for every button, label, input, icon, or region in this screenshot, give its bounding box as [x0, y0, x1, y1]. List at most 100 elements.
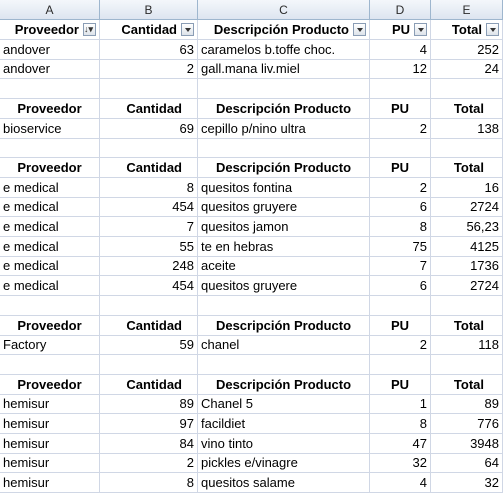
- header-cell-cantidad[interactable]: Cantidad: [100, 315, 198, 336]
- empty-cell[interactable]: [100, 79, 198, 100]
- cell-total[interactable]: 16: [431, 177, 503, 198]
- cell-pu[interactable]: 75: [370, 236, 431, 257]
- cell-descripcion[interactable]: vino tinto: [198, 433, 370, 454]
- cell-descripcion[interactable]: cepillo p/nino ultra: [198, 118, 370, 139]
- empty-cell[interactable]: [198, 79, 370, 100]
- cell-cantidad[interactable]: 63: [100, 39, 198, 60]
- column-header-e[interactable]: E: [431, 0, 503, 20]
- filter-dropdown-icon[interactable]: [353, 23, 366, 36]
- empty-cell[interactable]: [370, 295, 431, 316]
- filter-dropdown-icon[interactable]: [414, 23, 427, 36]
- cell-pu[interactable]: 4: [370, 473, 431, 494]
- header-cell-total[interactable]: Total: [431, 98, 503, 119]
- cell-cantidad[interactable]: 8: [100, 473, 198, 494]
- header-cell-descripcion[interactable]: Descripción Producto: [198, 374, 370, 395]
- column-header-a[interactable]: A: [0, 0, 100, 20]
- cell-proveedor[interactable]: andover: [0, 59, 100, 80]
- header-cell-proveedor[interactable]: Proveedor: [0, 157, 100, 178]
- header-cell-total[interactable]: Total: [431, 157, 503, 178]
- cell-cantidad[interactable]: 2: [100, 59, 198, 80]
- cell-pu[interactable]: 2: [370, 335, 431, 356]
- cell-cantidad[interactable]: 7: [100, 217, 198, 237]
- cell-proveedor[interactable]: andover: [0, 39, 100, 60]
- cell-descripcion[interactable]: te en hebras: [198, 236, 370, 257]
- cell-proveedor[interactable]: e medical: [0, 236, 100, 257]
- cell-pu[interactable]: 2: [370, 118, 431, 139]
- header-cell-descripcion[interactable]: Descripción Producto: [198, 315, 370, 336]
- cell-cantidad[interactable]: 248: [100, 256, 198, 277]
- cell-proveedor[interactable]: hemisur: [0, 473, 100, 494]
- empty-cell[interactable]: [100, 295, 198, 316]
- cell-descripcion[interactable]: quesitos salame: [198, 473, 370, 494]
- cell-descripcion[interactable]: quesitos gruyere: [198, 276, 370, 297]
- header-cell-cantidad[interactable]: Cantidad: [100, 157, 198, 178]
- header-cell-total[interactable]: Total: [431, 20, 503, 40]
- cell-total[interactable]: 4125: [431, 236, 503, 257]
- filter-dropdown-icon[interactable]: [181, 23, 194, 36]
- cell-pu[interactable]: 12: [370, 59, 431, 80]
- cell-total[interactable]: 2724: [431, 197, 503, 218]
- cell-cantidad[interactable]: 89: [100, 394, 198, 415]
- cell-descripcion[interactable]: facildiet: [198, 414, 370, 434]
- empty-cell[interactable]: [431, 295, 503, 316]
- cell-cantidad[interactable]: 454: [100, 276, 198, 297]
- cell-proveedor[interactable]: e medical: [0, 197, 100, 218]
- cell-proveedor[interactable]: e medical: [0, 276, 100, 297]
- header-cell-pu[interactable]: PU: [370, 315, 431, 336]
- empty-cell[interactable]: [370, 79, 431, 100]
- cell-total[interactable]: 64: [431, 453, 503, 474]
- header-cell-cantidad[interactable]: Cantidad: [100, 20, 198, 40]
- empty-cell[interactable]: [370, 354, 431, 375]
- cell-descripcion[interactable]: aceite: [198, 256, 370, 277]
- empty-cell[interactable]: [370, 138, 431, 159]
- cell-cantidad[interactable]: 2: [100, 453, 198, 474]
- cell-descripcion[interactable]: caramelos b.toffe choc.: [198, 39, 370, 60]
- cell-pu[interactable]: 47: [370, 433, 431, 454]
- cell-total[interactable]: 24: [431, 59, 503, 80]
- cell-cantidad[interactable]: 59: [100, 335, 198, 356]
- cell-cantidad[interactable]: 84: [100, 433, 198, 454]
- filter-dropdown-icon[interactable]: [486, 23, 499, 36]
- empty-cell[interactable]: [198, 354, 370, 375]
- cell-proveedor[interactable]: e medical: [0, 177, 100, 198]
- cell-pu[interactable]: 7: [370, 256, 431, 277]
- cell-pu[interactable]: 6: [370, 197, 431, 218]
- cell-descripcion[interactable]: Chanel 5: [198, 394, 370, 415]
- header-cell-descripcion[interactable]: Descripción Producto: [198, 20, 370, 40]
- header-cell-pu[interactable]: PU: [370, 157, 431, 178]
- cell-cantidad[interactable]: 454: [100, 197, 198, 218]
- cell-pu[interactable]: 2: [370, 177, 431, 198]
- cell-proveedor[interactable]: bioservice: [0, 118, 100, 139]
- cell-proveedor[interactable]: hemisur: [0, 433, 100, 454]
- cell-pu[interactable]: 8: [370, 217, 431, 237]
- header-cell-cantidad[interactable]: Cantidad: [100, 98, 198, 119]
- cell-total[interactable]: 2724: [431, 276, 503, 297]
- column-header-c[interactable]: C: [198, 0, 370, 20]
- empty-cell[interactable]: [100, 138, 198, 159]
- cell-proveedor[interactable]: hemisur: [0, 453, 100, 474]
- header-cell-pu[interactable]: PU: [370, 98, 431, 119]
- cell-total[interactable]: 1736: [431, 256, 503, 277]
- cell-descripcion[interactable]: quesitos fontina: [198, 177, 370, 198]
- empty-cell[interactable]: [198, 138, 370, 159]
- cell-proveedor[interactable]: hemisur: [0, 394, 100, 415]
- header-cell-proveedor[interactable]: Proveedor: [0, 20, 100, 40]
- empty-cell[interactable]: [0, 354, 100, 375]
- header-cell-descripcion[interactable]: Descripción Producto: [198, 157, 370, 178]
- cell-cantidad[interactable]: 55: [100, 236, 198, 257]
- cell-pu[interactable]: 8: [370, 414, 431, 434]
- cell-total[interactable]: 32: [431, 473, 503, 494]
- cell-descripcion[interactable]: gall.mana liv.miel: [198, 59, 370, 80]
- header-cell-total[interactable]: Total: [431, 315, 503, 336]
- cell-descripcion[interactable]: pickles e/vinagre: [198, 453, 370, 474]
- header-cell-proveedor[interactable]: Proveedor: [0, 98, 100, 119]
- cell-proveedor[interactable]: e medical: [0, 256, 100, 277]
- cell-pu[interactable]: 32: [370, 453, 431, 474]
- header-cell-descripcion[interactable]: Descripción Producto: [198, 98, 370, 119]
- filter-sort-dropdown-icon[interactable]: [83, 22, 96, 36]
- cell-proveedor[interactable]: hemisur: [0, 414, 100, 434]
- column-header-d[interactable]: D: [370, 0, 431, 20]
- cell-cantidad[interactable]: 8: [100, 177, 198, 198]
- empty-cell[interactable]: [0, 138, 100, 159]
- column-header-b[interactable]: B: [100, 0, 198, 20]
